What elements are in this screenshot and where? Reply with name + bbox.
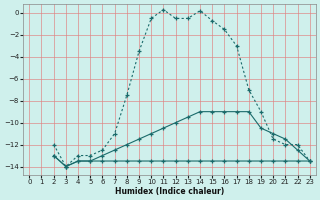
- X-axis label: Humidex (Indice chaleur): Humidex (Indice chaleur): [115, 187, 224, 196]
